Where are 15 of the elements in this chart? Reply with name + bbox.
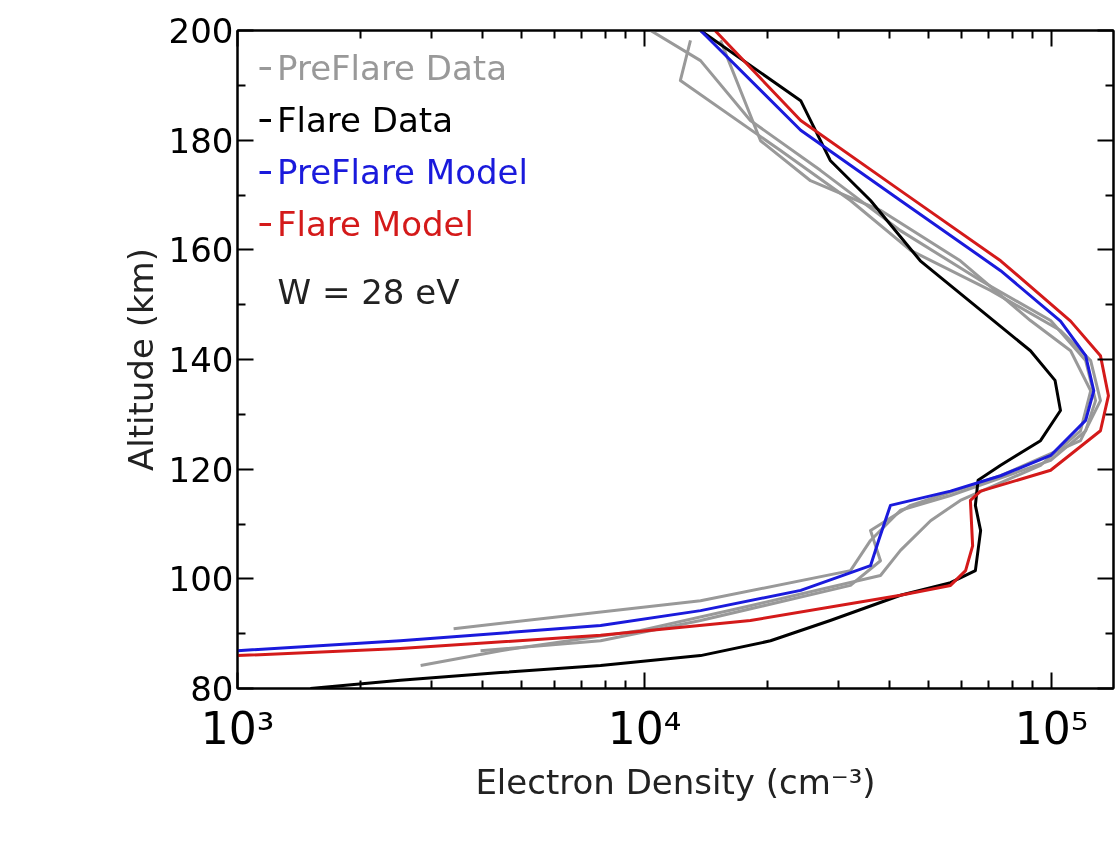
y-tick-label: 140: [168, 340, 234, 380]
y-tick-label: 100: [168, 559, 234, 600]
annotation: W = 28 eV: [277, 271, 460, 312]
y-tick-label: 120: [168, 449, 234, 490]
y-tick-label: 160: [168, 230, 234, 271]
legend-label: Flare Data: [277, 100, 453, 140]
y-tick-label: 200: [168, 11, 234, 51]
y-axis-title: Altitude (km): [120, 247, 161, 471]
legend-label: PreFlare Data: [277, 48, 508, 88]
legend-label: PreFlare Model: [277, 152, 528, 192]
x-tick-label: 10⁵: [1014, 702, 1089, 754]
legend-label: Flare Model: [277, 204, 474, 244]
x-axis-title: Electron Density (cm⁻³): [475, 761, 876, 802]
x-tick-label: 10⁴: [607, 702, 682, 754]
y-tick-label: 180: [168, 120, 234, 161]
